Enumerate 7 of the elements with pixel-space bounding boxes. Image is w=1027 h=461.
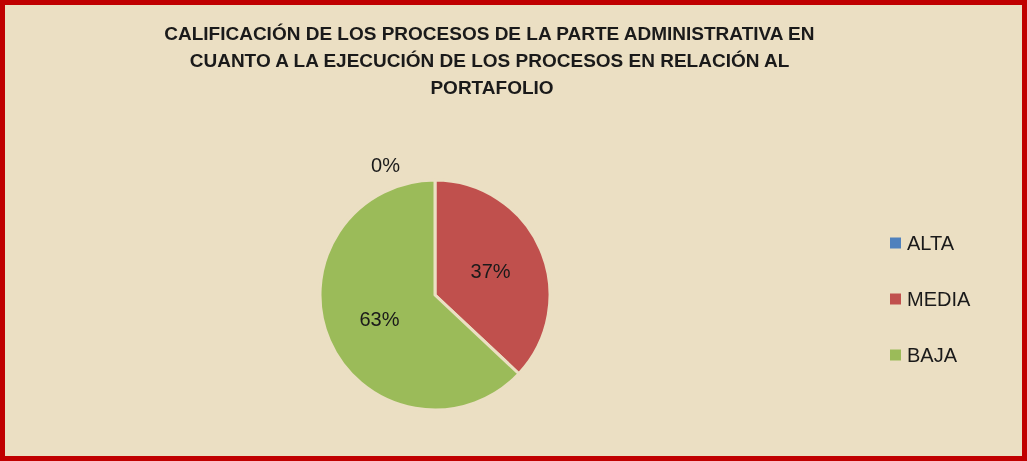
legend-label: ALTA [907,232,955,254]
text: 0% [371,154,400,176]
chart-title: CALIFICACIÓN DE LOS PROCESOS DE LA PARTE ADMINISTRATIVA EN CUANTO A LA EJECUCIÓN DE LOS PROCESOS EN RELACIÓN AL PORTAFOLIO [164,23,820,98]
legend-label: BAJA [907,344,958,366]
data-label: 37% [470,259,511,282]
data-label: 63% [359,308,400,331]
legend-label: MEDIA [907,288,971,310]
